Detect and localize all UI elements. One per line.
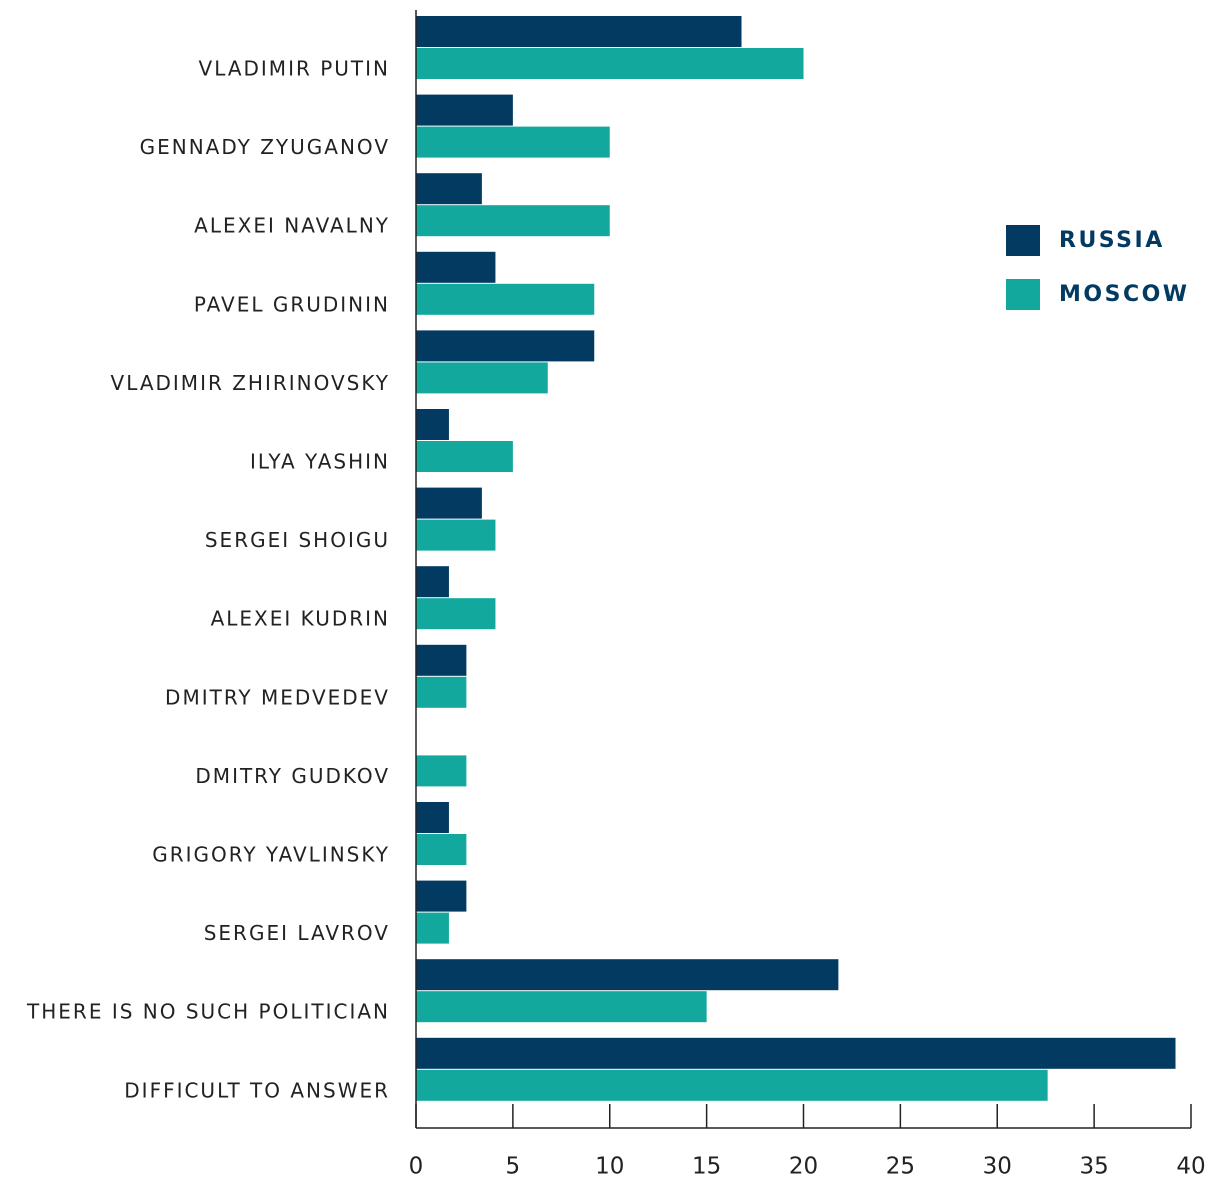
bar — [416, 330, 595, 362]
x-tick-label: 35 — [1079, 1154, 1108, 1179]
category-label: DIFFICULT TO ANSWER — [124, 1078, 390, 1102]
bar — [416, 173, 482, 205]
category-label: SERGEI SHOIGU — [205, 528, 390, 552]
bar — [416, 880, 467, 912]
x-tick-label: 20 — [789, 1154, 818, 1179]
bar — [416, 912, 449, 944]
x-tick-label: 0 — [409, 1154, 424, 1179]
bar — [416, 283, 595, 315]
bar — [416, 251, 496, 283]
bar — [416, 644, 467, 676]
bar — [416, 598, 496, 630]
bar — [416, 362, 548, 394]
category-label: GENNADY ZYUGANOV — [140, 135, 390, 159]
category-label: GRIGORY YAVLINSKY — [152, 843, 390, 867]
bar — [416, 519, 496, 551]
x-tick-label: 30 — [983, 1154, 1012, 1179]
legend-swatch — [1006, 279, 1040, 310]
category-label: ILYA YASHIN — [250, 450, 390, 474]
x-tick-label: 25 — [886, 1154, 915, 1179]
category-label: DMITRY MEDVEDEV — [165, 685, 390, 709]
x-tick-label: 5 — [506, 1154, 521, 1179]
legend-label: MOSCOW — [1059, 282, 1190, 307]
x-tick-label: 40 — [1176, 1154, 1205, 1179]
bar — [416, 409, 449, 440]
bar — [416, 94, 513, 126]
bar — [416, 834, 467, 865]
bar — [416, 802, 449, 833]
x-tick-label: 15 — [692, 1154, 721, 1179]
bar — [416, 755, 467, 787]
bar — [416, 676, 467, 708]
bar — [416, 959, 839, 991]
bar — [416, 16, 742, 47]
bar — [416, 1037, 1176, 1069]
category-label: ALEXEI NAVALNY — [194, 214, 390, 238]
bar — [416, 126, 610, 158]
bar — [416, 487, 482, 519]
category-label: DMITRY GUDKOV — [195, 764, 390, 788]
legend-label: RUSSIA — [1059, 228, 1165, 253]
bar — [416, 48, 804, 79]
bar — [416, 991, 707, 1023]
category-label: THERE IS NO SUCH POLITICIAN — [26, 1000, 390, 1024]
legend-swatch — [1006, 225, 1040, 256]
bar — [416, 566, 449, 598]
category-label: VLADIMIR ZHIRINOVSKY — [111, 371, 390, 395]
bar — [416, 1069, 1048, 1101]
category-label: SERGEI LAVROV — [204, 921, 390, 945]
bar — [416, 441, 513, 472]
bar — [416, 205, 610, 237]
category-label: PAVEL GRUDININ — [194, 292, 390, 316]
category-label: ALEXEI KUDRIN — [211, 607, 390, 631]
category-label: VLADIMIR PUTIN — [199, 57, 390, 81]
x-tick-label: 10 — [595, 1154, 624, 1179]
